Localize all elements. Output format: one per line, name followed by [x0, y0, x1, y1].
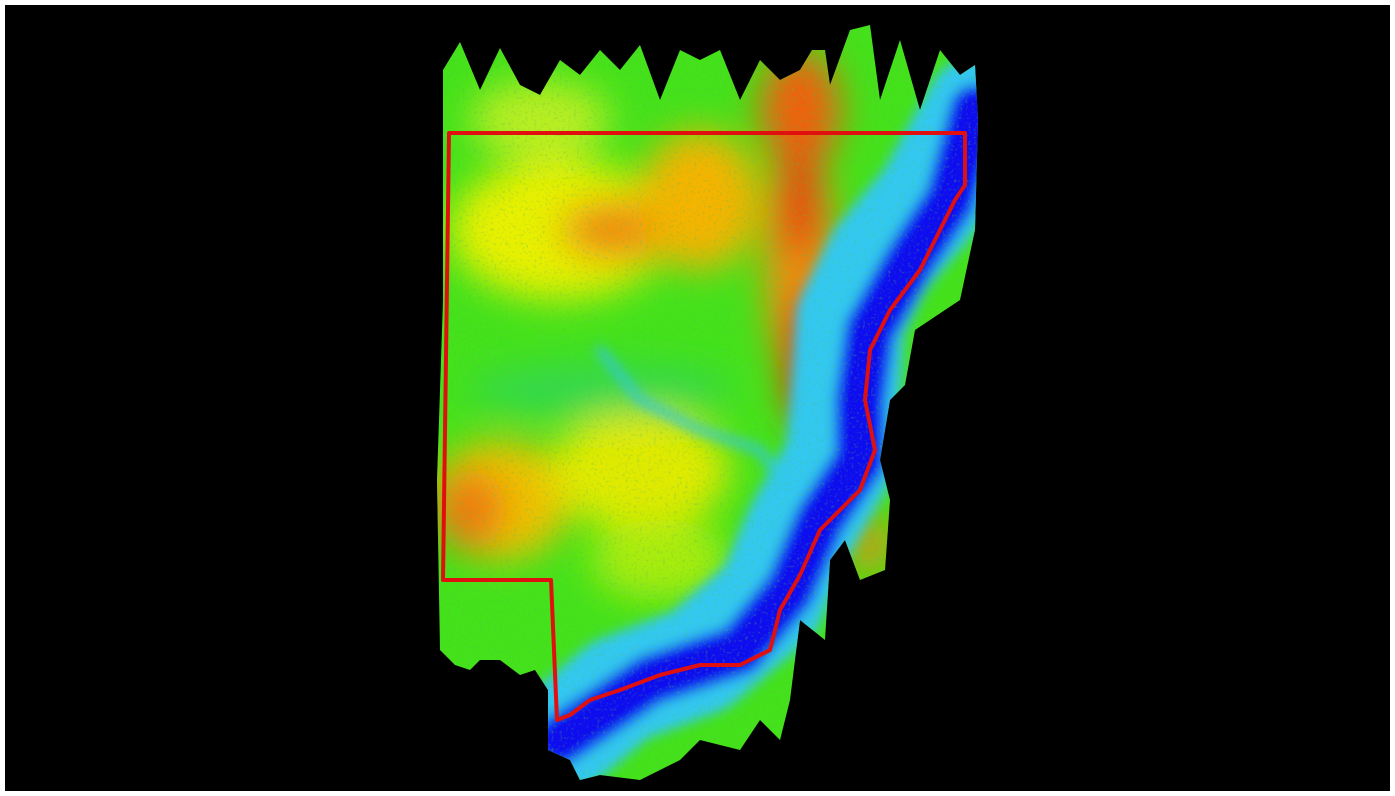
boundary-outline — [441, 131, 967, 722]
